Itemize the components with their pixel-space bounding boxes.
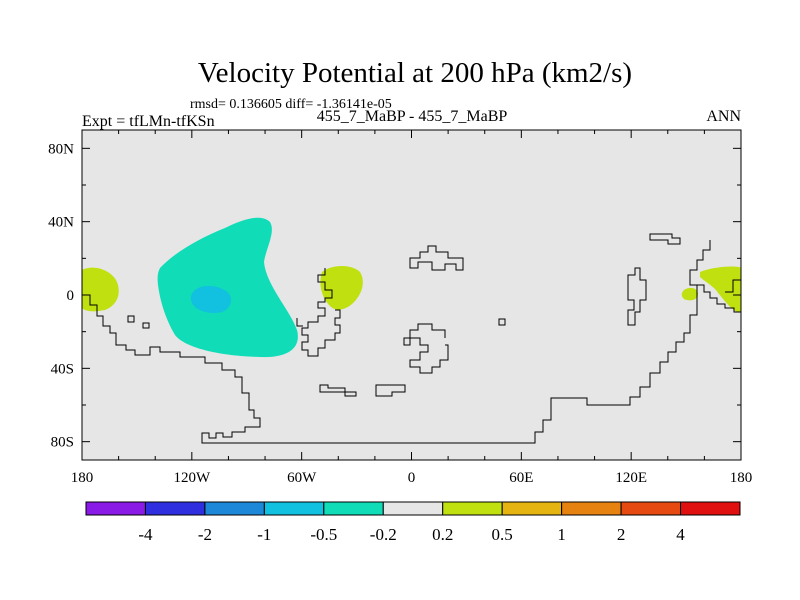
island-small-square (498, 318, 506, 326)
x-tick-label: 0 (408, 470, 416, 486)
colorbar-label: 1 (557, 525, 566, 544)
x-axis: 180 120W 60W 0 60E 120E 180 (71, 130, 753, 486)
colorbar-label: -4 (138, 525, 153, 544)
colorbar-swatch (620, 501, 682, 516)
positive-contour-west-pacific-small (681, 287, 698, 301)
colorbar-swatch (501, 501, 563, 516)
island-north-east-small (649, 233, 681, 245)
coastline-west-continent (82, 240, 711, 444)
island-north-central (409, 245, 464, 271)
positive-contour-pacific-west (82, 267, 119, 312)
coastline-north-east-arc (725, 279, 741, 293)
positive-contour-west-pacific (700, 266, 741, 313)
x-tick-label: 180 (71, 470, 94, 486)
colorbar-swatch (204, 501, 265, 516)
colorbar-swatch (442, 501, 503, 516)
colorbar-label: -2 (198, 525, 212, 544)
colorbar-label: 0.5 (492, 525, 513, 544)
colorbar: -4 -2 -1 -0.5 -0.2 0.2 0.5 1 2 4 (85, 501, 741, 544)
colorbar-swatch (680, 501, 741, 516)
map-panel: 180 120W 60W 0 60E 120E 180 80N 40N 0 40S 80S (48, 129, 753, 486)
y-tick-label: 80S (51, 435, 74, 451)
colorbar-label: 2 (617, 525, 626, 544)
colorbar-label: 4 (676, 525, 685, 544)
y-axis: 80N 40N 0 40S 80S (48, 141, 741, 451)
experiment-label: Expt = tfLMn-tfKSn (82, 113, 215, 130)
colorbar-label: -1 (257, 525, 271, 544)
coastline-atlantic-inner (296, 318, 303, 327)
colorbar-swatch (323, 501, 384, 516)
island-small-west-b (142, 322, 150, 329)
x-tick-label: 120E (615, 470, 647, 486)
colorbar-swatch (382, 501, 444, 516)
case-label: 455_7_MaBP - 455_7_MaBP (317, 108, 508, 125)
colorbar-label: 0.2 (432, 525, 453, 544)
colorbar-swatch (263, 501, 325, 516)
x-tick-label: 60W (287, 470, 317, 486)
island-east-africa-like (627, 267, 647, 326)
x-tick-label: 60E (509, 470, 533, 486)
positive-contour-atlantic (320, 266, 363, 310)
negative-core-contour-pacific (190, 285, 231, 313)
coastlines (82, 233, 741, 444)
y-tick-label: 80N (48, 141, 74, 157)
colorbar-swatch (144, 501, 206, 516)
coastline-atlantic-continent (301, 268, 341, 357)
chart-title: Velocity Potential at 200 hPa (km2/s) (198, 57, 632, 89)
colorbar-swatch (561, 501, 622, 516)
stats-label: rmsd= 0.136605 diff= -1.36141e-05 (190, 97, 392, 112)
island-small-west-a (127, 315, 135, 323)
colorbar-swatch (85, 501, 146, 516)
season-label: ANN (706, 108, 741, 125)
y-tick-label: 0 (67, 288, 75, 304)
colorbar-label: -0.5 (310, 525, 337, 544)
colorbar-label: -0.2 (370, 525, 397, 544)
coastline-east-lobe (697, 284, 741, 313)
negative-contour-pacific (157, 217, 298, 358)
y-tick-label: 40S (51, 361, 74, 377)
island-south-b (375, 384, 406, 397)
y-tick-label: 40N (48, 215, 74, 231)
coastline-central-hook (403, 323, 449, 374)
island-south-a (319, 384, 357, 397)
x-tick-label: 180 (730, 470, 753, 486)
x-tick-label: 120W (173, 470, 211, 486)
